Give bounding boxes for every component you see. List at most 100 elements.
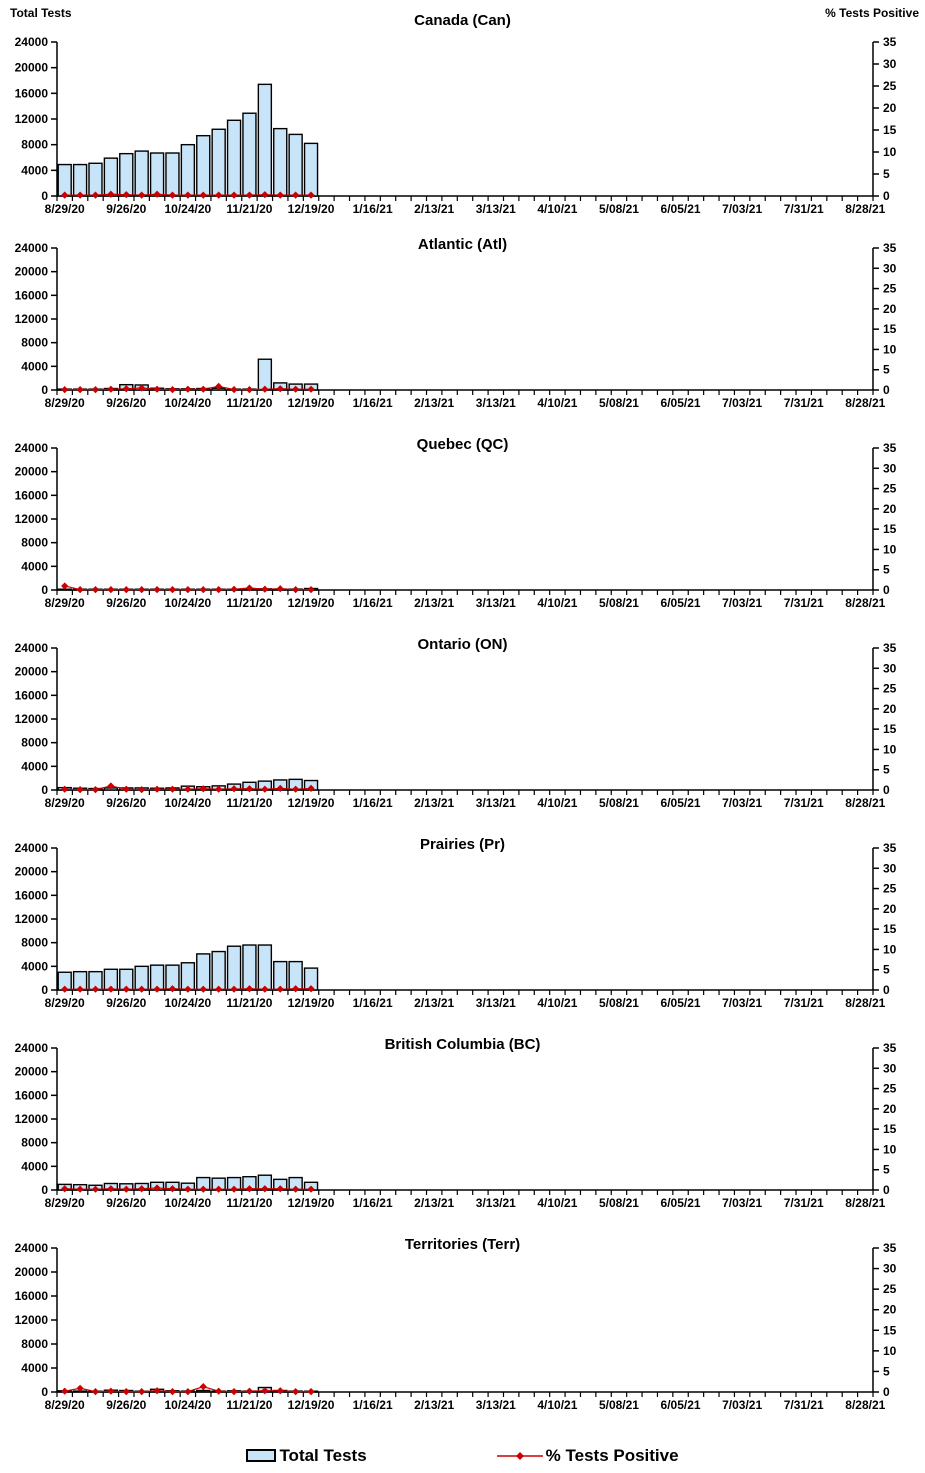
- svg-text:8/28/21: 8/28/21: [845, 996, 885, 1010]
- svg-text:7/31/21: 7/31/21: [784, 202, 824, 216]
- svg-text:8/29/20: 8/29/20: [45, 1196, 85, 1210]
- svg-text:12000: 12000: [15, 1112, 49, 1126]
- svg-text:10: 10: [883, 942, 897, 956]
- svg-text:16000: 16000: [15, 488, 49, 502]
- svg-text:0: 0: [41, 1183, 48, 1197]
- svg-text:8000: 8000: [21, 536, 48, 550]
- svg-text:10: 10: [883, 342, 897, 356]
- svg-text:30: 30: [883, 261, 897, 275]
- svg-text:8/28/21: 8/28/21: [845, 202, 885, 216]
- svg-text:15: 15: [883, 322, 897, 336]
- svg-text:8/29/20: 8/29/20: [45, 396, 85, 410]
- svg-text:35: 35: [883, 841, 897, 855]
- svg-text:8/29/20: 8/29/20: [45, 596, 85, 610]
- svg-text:8/28/21: 8/28/21: [845, 1398, 885, 1412]
- svg-text:2/13/21: 2/13/21: [414, 1196, 454, 1210]
- svg-text:1/16/21: 1/16/21: [353, 996, 393, 1010]
- svg-text:30: 30: [883, 57, 897, 71]
- svg-text:6/05/21: 6/05/21: [661, 996, 701, 1010]
- svg-text:15: 15: [883, 722, 897, 736]
- svg-text:16000: 16000: [15, 1289, 49, 1303]
- svg-text:20: 20: [883, 101, 897, 115]
- atlantic-chart-svg: 0 4000 8000 12000 16000 20000 24000 0 5 10 15 20 25 3…: [15, 241, 897, 410]
- svg-text:4000: 4000: [21, 359, 48, 373]
- svg-text:8000: 8000: [21, 1136, 48, 1150]
- svg-text:8/28/21: 8/28/21: [845, 1196, 885, 1210]
- svg-text:8000: 8000: [21, 736, 48, 750]
- svg-text:25: 25: [883, 1082, 897, 1096]
- chart-panel-british-columbia: British Columbia (BC) 0 4000 8000 12000 1600…: [0, 1032, 925, 1232]
- svg-text:16000: 16000: [15, 288, 49, 302]
- prairies-chart-svg: 0 4000 8000 12000 16000 20000 24000 0 5 10 15 20 25 3…: [15, 841, 897, 1010]
- svg-text:9/26/20: 9/26/20: [106, 396, 146, 410]
- svg-text:35: 35: [883, 1041, 897, 1055]
- svg-text:3/13/21: 3/13/21: [476, 396, 516, 410]
- svg-text:5/08/21: 5/08/21: [599, 396, 639, 410]
- svg-text:0: 0: [41, 189, 48, 203]
- svg-text:8000: 8000: [21, 1337, 48, 1351]
- svg-text:25: 25: [883, 79, 897, 93]
- svg-text:8/29/20: 8/29/20: [45, 202, 85, 216]
- svg-text:7/31/21: 7/31/21: [784, 596, 824, 610]
- svg-text:7/03/21: 7/03/21: [722, 396, 762, 410]
- svg-text:20000: 20000: [15, 665, 49, 679]
- svg-text:4/10/21: 4/10/21: [537, 1196, 577, 1210]
- svg-text:20: 20: [883, 302, 897, 316]
- svg-text:15: 15: [883, 1323, 897, 1337]
- svg-text:24000: 24000: [15, 241, 49, 255]
- svg-text:12/19/20: 12/19/20: [288, 796, 335, 810]
- svg-text:6/05/21: 6/05/21: [661, 596, 701, 610]
- svg-text:11/21/20: 11/21/20: [226, 396, 272, 410]
- svg-text:10: 10: [883, 1344, 897, 1358]
- svg-text:16000: 16000: [15, 888, 49, 902]
- svg-text:8/29/20: 8/29/20: [45, 996, 85, 1010]
- svg-text:7/31/21: 7/31/21: [784, 996, 824, 1010]
- svg-text:4/10/21: 4/10/21: [537, 596, 577, 610]
- svg-text:7/31/21: 7/31/21: [784, 1398, 824, 1412]
- svg-text:6/05/21: 6/05/21: [661, 796, 701, 810]
- svg-text:4000: 4000: [21, 1159, 48, 1173]
- svg-text:6/05/21: 6/05/21: [661, 202, 701, 216]
- chart-title-atlantic: Atlantic (Atl): [417, 236, 508, 253]
- svg-text:7/03/21: 7/03/21: [722, 202, 762, 216]
- svg-text:15: 15: [883, 1122, 897, 1136]
- svg-text:4/10/21: 4/10/21: [537, 796, 577, 810]
- svg-text:4000: 4000: [21, 759, 48, 773]
- svg-text:20: 20: [883, 502, 897, 516]
- svg-text:25: 25: [883, 1282, 897, 1296]
- svg-text:24000: 24000: [15, 1041, 49, 1055]
- svg-text:10/24/20: 10/24/20: [165, 796, 212, 810]
- svg-text:30: 30: [883, 461, 897, 475]
- svg-text:9/26/20: 9/26/20: [106, 202, 146, 216]
- svg-text:7/31/21: 7/31/21: [784, 796, 824, 810]
- svg-text:9/26/20: 9/26/20: [106, 1196, 146, 1210]
- svg-text:1/16/21: 1/16/21: [353, 796, 393, 810]
- svg-text:2/13/21: 2/13/21: [414, 596, 454, 610]
- svg-text:16000: 16000: [15, 86, 49, 100]
- svg-text:20000: 20000: [15, 1065, 49, 1079]
- chart-panel-quebec: Quebec (QC) 0 4000 8000 12000 16000 20000 2400…: [0, 432, 925, 632]
- svg-text:10/24/20: 10/24/20: [165, 596, 212, 610]
- svg-text:5: 5: [883, 167, 890, 181]
- svg-text:8/28/21: 8/28/21: [845, 396, 885, 410]
- svg-text:35: 35: [883, 241, 897, 255]
- svg-text:2/13/21: 2/13/21: [414, 796, 454, 810]
- svg-text:8/29/20: 8/29/20: [45, 796, 85, 810]
- svg-text:11/21/20: 11/21/20: [226, 996, 272, 1010]
- svg-text:8000: 8000: [21, 936, 48, 950]
- left-axis-title: Total Tests: [10, 6, 72, 20]
- svg-text:6/05/21: 6/05/21: [661, 396, 701, 410]
- svg-text:7/31/21: 7/31/21: [784, 396, 824, 410]
- svg-text:5: 5: [883, 1163, 890, 1177]
- svg-text:3/13/21: 3/13/21: [476, 596, 516, 610]
- svg-text:20000: 20000: [15, 265, 49, 279]
- svg-text:12/19/20: 12/19/20: [288, 996, 335, 1010]
- svg-text:24000: 24000: [15, 1241, 49, 1255]
- svg-text:35: 35: [883, 35, 897, 49]
- svg-text:0: 0: [41, 983, 48, 997]
- svg-text:16000: 16000: [15, 688, 49, 702]
- svg-text:35: 35: [883, 641, 897, 655]
- svg-text:20: 20: [883, 702, 897, 716]
- svg-text:12000: 12000: [15, 512, 49, 526]
- svg-text:11/21/20: 11/21/20: [226, 596, 272, 610]
